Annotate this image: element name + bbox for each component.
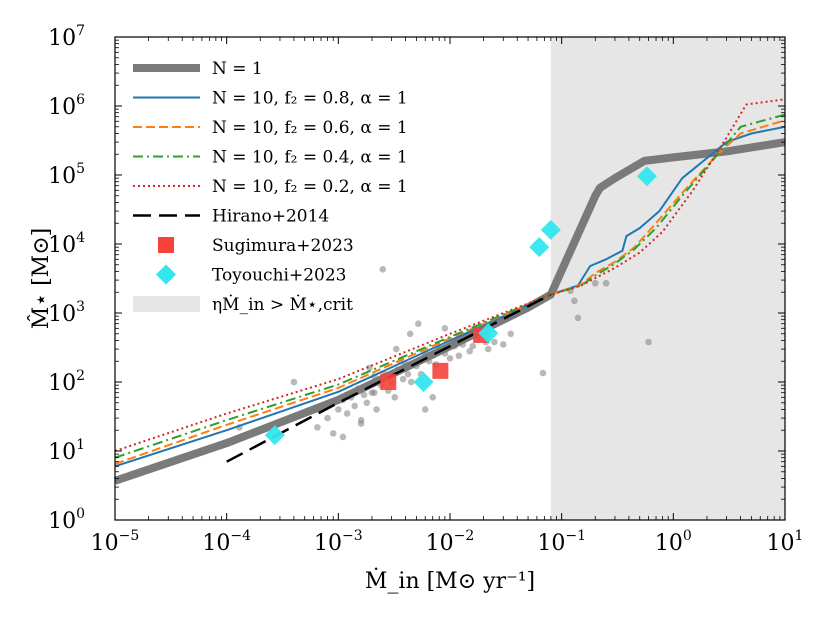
scatter-point [314, 424, 321, 431]
scatter-point [339, 433, 347, 441]
legend-label: N = 10, f₂ = 0.6, α = 1 [212, 118, 408, 138]
scatter-point [429, 394, 437, 401]
scatter-point [324, 414, 331, 422]
scatter-point [469, 342, 477, 350]
y-tick-label: 100 [48, 506, 85, 534]
scatter-point [446, 355, 454, 362]
y-tick-label: 107 [48, 23, 85, 51]
legend-label: N = 10, f₂ = 0.4, α = 1 [212, 148, 408, 168]
scatter-point [406, 330, 414, 338]
y-axis-label: M̂⋆ [M⊙] [28, 228, 54, 329]
legend-swatch-diamond [156, 264, 176, 285]
scatter-point [391, 394, 399, 401]
legend-label: N = 10, f₂ = 0.8, α = 1 [212, 89, 408, 109]
x-tick-label: 10−2 [426, 528, 475, 556]
scatter-point [507, 330, 515, 338]
series-line-0 [113, 138, 786, 485]
scatter-point [484, 345, 492, 353]
sugimura-marker [432, 362, 449, 379]
y-tick-label: 104 [48, 230, 85, 258]
toyouchi-marker [264, 425, 285, 446]
y-tick-label: 106 [48, 92, 85, 120]
scatter-point [574, 314, 582, 322]
critical-region-layer [550, 37, 785, 520]
scatter-point [441, 325, 449, 332]
scatter-point [357, 420, 365, 427]
toyouchi-marker [636, 166, 657, 187]
scatter-point [363, 399, 371, 407]
y-tick-label: 102 [48, 368, 85, 396]
scatter-point [571, 297, 578, 305]
y-tick-label: 103 [48, 299, 85, 327]
toyouchi-marker [540, 219, 561, 240]
scatter-point [466, 347, 473, 355]
x-tick-label: 100 [655, 528, 692, 556]
x-tick-label: 101 [767, 528, 804, 556]
x-tick-label: 10−4 [202, 528, 251, 556]
scatter-point [351, 402, 358, 410]
y-tick-label: 105 [48, 161, 85, 189]
legend-label: N = 1 [212, 59, 263, 79]
scatter-point [602, 279, 610, 287]
axes-layer: 10−5 10−4 10−3 10−2 10−1 100 101 100 101 102 103 10… [28, 23, 803, 594]
toyouchi-marker [478, 323, 499, 344]
scatter-point [491, 338, 498, 346]
legend-swatch-square [158, 237, 174, 253]
scatter-point [371, 389, 378, 396]
scatter-point [645, 338, 652, 346]
scatter-point [404, 370, 412, 378]
scatter-point [360, 391, 368, 399]
scatter-point [335, 406, 342, 413]
scatter-point [455, 352, 463, 360]
scatter-point [379, 265, 387, 273]
x-tick-label: 10−5 [91, 528, 140, 556]
scatter-point [407, 378, 415, 386]
toyouchi-marker [529, 237, 550, 258]
scatter-point [499, 341, 507, 348]
scatter-point [329, 430, 337, 437]
legend-label: N = 10, f₂ = 0.2, α = 1 [212, 177, 408, 197]
series-line-4 [114, 98, 786, 452]
scatter-point [392, 345, 400, 353]
scatter-point [399, 375, 407, 383]
series-line-3 [114, 113, 786, 459]
scatter-point [343, 410, 351, 417]
critical-region [550, 37, 785, 520]
x-axis-label: Ṁ_in [M⊙ yr⁻¹] [365, 567, 535, 594]
legend-label: Toyouchi+2023 [212, 266, 346, 286]
scatter-point [290, 378, 298, 386]
marker-layer [264, 166, 657, 446]
scatter-point [591, 279, 599, 287]
legend: N = 1 N = 10, f₂ = 0.8, α = 1 N = 10, f₂ =… [133, 59, 408, 315]
x-tick-label: 10−3 [314, 528, 363, 556]
legend-label: ηṀ_in > Ṁ⋆,crit [212, 294, 353, 315]
x-tick-label: 10−1 [537, 528, 586, 556]
toyouchi-marker [413, 372, 434, 392]
y-tick-label: 101 [48, 437, 85, 465]
series-line-1 [114, 125, 786, 468]
series-line-2 [114, 119, 786, 465]
legend-label: Hirano+2014 [212, 207, 329, 227]
scatter-point [539, 369, 547, 377]
scatter-point [421, 406, 429, 413]
legend-label: Sugimura+2023 [212, 236, 354, 256]
legend-swatch-region [133, 296, 200, 312]
scatter-point [414, 320, 422, 327]
sugimura-marker [380, 374, 397, 390]
scatter-point [373, 406, 380, 413]
